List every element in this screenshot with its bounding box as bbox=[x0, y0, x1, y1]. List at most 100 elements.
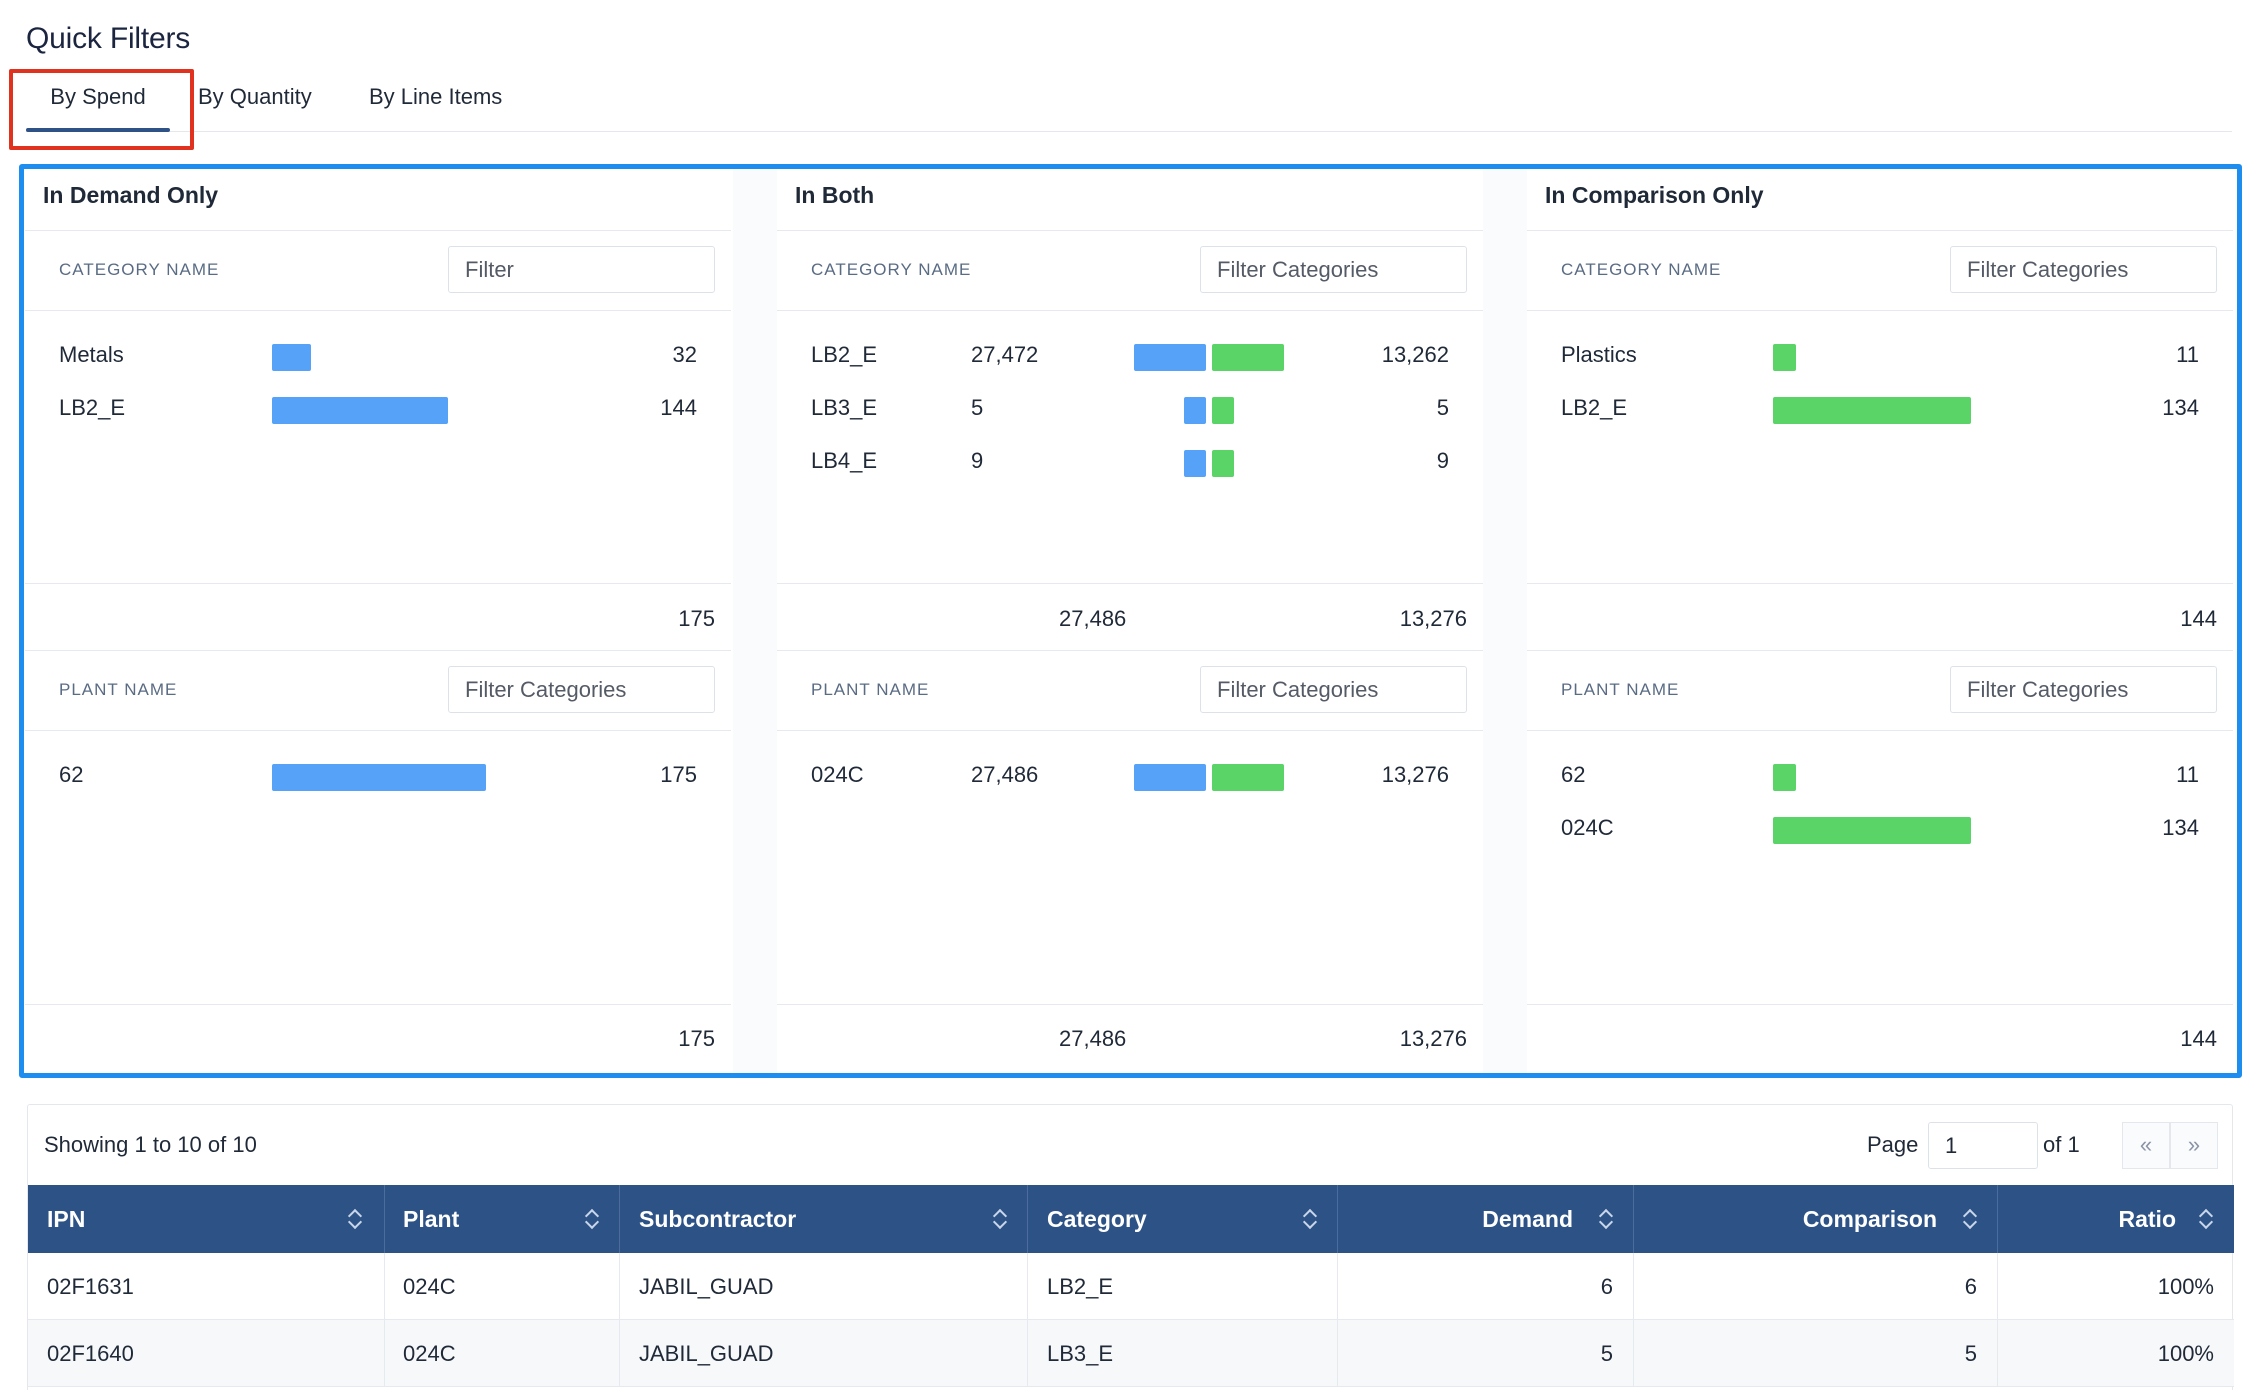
column-header-plant[interactable]: Plant bbox=[385, 1185, 620, 1253]
column-title: Category bbox=[1047, 1206, 1147, 1232]
sort-icon[interactable] bbox=[1599, 1209, 1613, 1229]
column-header-category[interactable]: Category bbox=[1028, 1185, 1338, 1253]
list-item[interactable]: 024C 27,486 13,276 bbox=[777, 762, 1483, 802]
sort-icon[interactable] bbox=[2199, 1209, 2213, 1229]
last-page-button[interactable]: » bbox=[2170, 1122, 2218, 1169]
comparison-value: 13,276 bbox=[1381, 762, 1449, 787]
table-row[interactable]: 02F1640 024C JABIL_GUAD LB3_E 5 5 100% bbox=[28, 1320, 2234, 1387]
comparison-bar bbox=[1773, 817, 1971, 844]
column-header-demand[interactable]: Demand bbox=[1338, 1185, 1634, 1253]
divider bbox=[1527, 583, 2233, 584]
category-filter-input[interactable] bbox=[1200, 246, 1467, 293]
plant-label: 62 bbox=[59, 762, 84, 787]
category-label: Plastics bbox=[1561, 342, 1637, 367]
results-grid: Showing 1 to 10 of 10 Page of 1 « » IPN … bbox=[27, 1104, 2234, 1390]
table-row[interactable]: 02F1631 024C JABIL_GUAD LB2_E 6 6 100% bbox=[28, 1253, 2234, 1320]
category-value: 144 bbox=[660, 395, 697, 420]
column-header-subcontractor[interactable]: Subcontractor bbox=[620, 1185, 1028, 1253]
plant-name-header: PLANT NAME bbox=[811, 680, 930, 699]
list-item[interactable]: LB2_E 144 bbox=[25, 395, 731, 435]
plant-filter-input[interactable] bbox=[1200, 666, 1467, 713]
sort-icon[interactable] bbox=[993, 1209, 1007, 1229]
category-value: 134 bbox=[2162, 395, 2199, 420]
divider bbox=[777, 583, 1483, 584]
column-header-ratio[interactable]: Ratio bbox=[1998, 1185, 2234, 1253]
divider bbox=[25, 650, 731, 651]
list-item[interactable]: 024C 134 bbox=[1527, 815, 2233, 855]
list-item[interactable]: Metals 32 bbox=[25, 342, 731, 382]
plant-total: 144 bbox=[2180, 1026, 2217, 1051]
comparison-bar bbox=[1212, 344, 1284, 371]
list-item[interactable]: 62 175 bbox=[25, 762, 731, 802]
cell-demand: 5 bbox=[1338, 1320, 1634, 1387]
list-item[interactable]: 62 11 bbox=[1527, 762, 2233, 802]
list-item[interactable]: Plastics 11 bbox=[1527, 342, 2233, 382]
demand-bar bbox=[272, 397, 448, 424]
category-filter-input[interactable] bbox=[1950, 246, 2217, 293]
sort-icon[interactable] bbox=[348, 1209, 362, 1229]
sort-icon[interactable] bbox=[1303, 1209, 1317, 1229]
divider bbox=[25, 583, 731, 584]
demand-value: 27,472 bbox=[971, 342, 1039, 367]
panel-gap bbox=[733, 168, 777, 1074]
column-header-comparison[interactable]: Comparison bbox=[1634, 1185, 1998, 1253]
category-total: 144 bbox=[2180, 606, 2217, 631]
category-label: LB4_E bbox=[811, 448, 878, 473]
category-total-comparison: 13,276 bbox=[1399, 606, 1467, 631]
demand-bar bbox=[1134, 764, 1206, 791]
comparison-bar bbox=[1773, 344, 1796, 371]
list-item[interactable]: LB2_E 134 bbox=[1527, 395, 2233, 435]
comparison-bar bbox=[1212, 397, 1234, 424]
column-title: IPN bbox=[47, 1206, 86, 1232]
comparison-value: 13,262 bbox=[1381, 342, 1449, 367]
category-label: LB2_E bbox=[59, 395, 126, 420]
comparison-value: 9 bbox=[1436, 448, 1449, 473]
category-name-header: CATEGORY NAME bbox=[811, 260, 972, 279]
divider bbox=[25, 230, 731, 231]
plant-name-header: PLANT NAME bbox=[1561, 680, 1680, 699]
list-item[interactable]: LB2_E 27,472 13,262 bbox=[777, 342, 1483, 382]
panel-in-both: In Both CATEGORY NAME LB2_E 27,472 13,26… bbox=[777, 168, 1483, 1074]
cell-ipn: 02F1631 bbox=[28, 1253, 385, 1320]
first-page-button[interactable]: « bbox=[2122, 1122, 2170, 1169]
page-label: Page bbox=[1867, 1132, 1919, 1157]
divider bbox=[777, 650, 1483, 651]
page-title: Quick Filters bbox=[26, 22, 191, 55]
tab-by-quantity[interactable]: By Quantity bbox=[198, 84, 312, 109]
category-total-demand: 27,486 bbox=[1059, 606, 1127, 631]
sort-icon[interactable] bbox=[585, 1209, 599, 1229]
page-number-input[interactable] bbox=[1928, 1122, 2038, 1169]
column-title: Ratio bbox=[2118, 1206, 2177, 1232]
column-title: Demand bbox=[1482, 1206, 1573, 1232]
page-count: of 1 bbox=[2043, 1132, 2080, 1157]
list-item[interactable]: LB4_E 9 9 bbox=[777, 448, 1483, 488]
cell-subcontractor: JABIL_GUAD bbox=[620, 1253, 1028, 1320]
panel-gap bbox=[1483, 168, 1527, 1074]
sort-icon[interactable] bbox=[1963, 1209, 1977, 1229]
tab-by-line-items[interactable]: By Line Items bbox=[369, 84, 503, 109]
category-label: Metals bbox=[59, 342, 124, 367]
demand-value: 9 bbox=[971, 448, 984, 473]
category-filter-input[interactable] bbox=[448, 246, 715, 293]
column-title: Plant bbox=[403, 1206, 460, 1232]
comparison-bar bbox=[1773, 764, 1796, 791]
plant-name-header: PLANT NAME bbox=[59, 680, 178, 699]
plant-filter-input[interactable] bbox=[1950, 666, 2217, 713]
demand-bar bbox=[1184, 397, 1206, 424]
panel-title: In Comparison Only bbox=[1545, 182, 1764, 208]
list-item[interactable]: LB3_E 5 5 bbox=[777, 395, 1483, 435]
category-name-header: CATEGORY NAME bbox=[59, 260, 220, 279]
comparison-value: 5 bbox=[1436, 395, 1449, 420]
comparison-bar bbox=[1773, 397, 1971, 424]
demand-value: 5 bbox=[971, 395, 984, 420]
demand-bar bbox=[1134, 344, 1206, 371]
panel-demand-only: In Demand Only CATEGORY NAME Metals 32 L… bbox=[25, 168, 731, 1074]
demand-bar bbox=[1184, 450, 1206, 477]
row-count-summary: Showing 1 to 10 of 10 bbox=[44, 1132, 257, 1157]
divider bbox=[1527, 730, 2233, 731]
category-label: LB2_E bbox=[811, 342, 878, 367]
column-header-ipn[interactable]: IPN bbox=[28, 1185, 385, 1253]
plant-filter-input[interactable] bbox=[448, 666, 715, 713]
tab-by-spend[interactable]: By Spend bbox=[26, 70, 170, 132]
column-title: Subcontractor bbox=[639, 1206, 797, 1232]
